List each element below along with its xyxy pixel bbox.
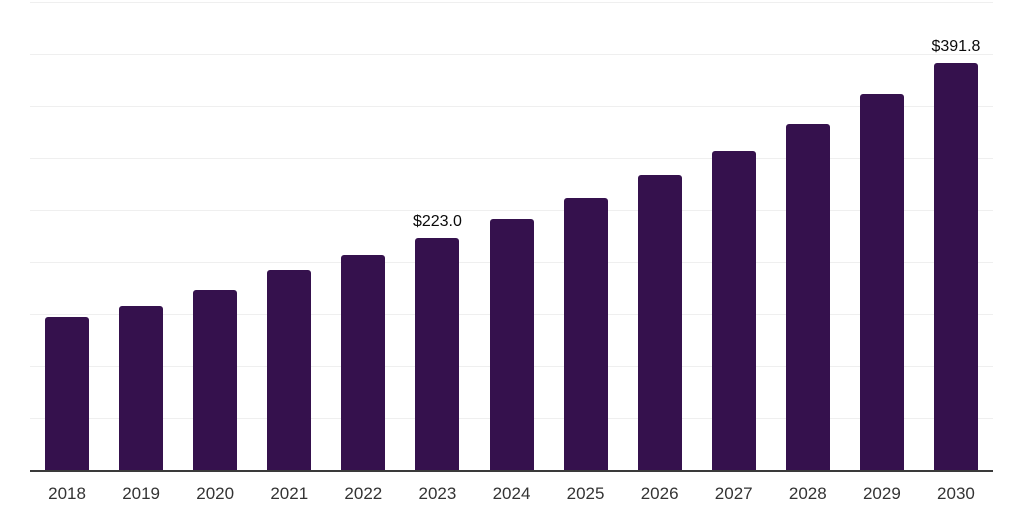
x-tick-2022: 2022: [344, 484, 383, 503]
x-tick-2029: 2029: [862, 484, 901, 503]
bar-value-label-2030: $391.8: [931, 37, 981, 55]
x-tick-2018: 2018: [48, 484, 86, 503]
bar-2018: [45, 316, 90, 470]
x-tick-2019: 2019: [122, 484, 161, 503]
bar-2020: [193, 290, 238, 470]
x-tick-2026: 2026: [640, 484, 679, 503]
x-tick-2028: 2028: [788, 484, 827, 503]
bar-2028: [785, 124, 830, 470]
bar-2023: [415, 238, 460, 470]
bar-2019: [119, 305, 164, 470]
x-tick-2020: 2020: [196, 484, 235, 503]
bar-2021: [267, 269, 312, 470]
x-axis-line: [30, 470, 993, 472]
x-tick-2023: 2023: [418, 484, 457, 503]
bar-2029: [859, 94, 904, 470]
gridline-450: [30, 2, 993, 3]
gridline-400: [30, 54, 993, 55]
gridline-300: [30, 158, 993, 159]
bar-2024: [489, 218, 534, 470]
gridline-350: [30, 106, 993, 107]
bar-2027: [711, 151, 756, 470]
bar-2025: [563, 197, 608, 470]
x-tick-2021: 2021: [270, 484, 309, 503]
bar-2026: [637, 175, 682, 470]
gridline-250: [30, 210, 993, 211]
x-tick-2027: 2027: [714, 484, 753, 503]
x-tick-2025: 2025: [566, 484, 605, 503]
x-tick-2024: 2024: [492, 484, 531, 503]
bar-2030: [933, 62, 978, 470]
x-tick-2030: 2030: [937, 484, 975, 503]
bar-value-label-2023: $223.0: [412, 213, 462, 231]
bar-2022: [341, 254, 386, 470]
